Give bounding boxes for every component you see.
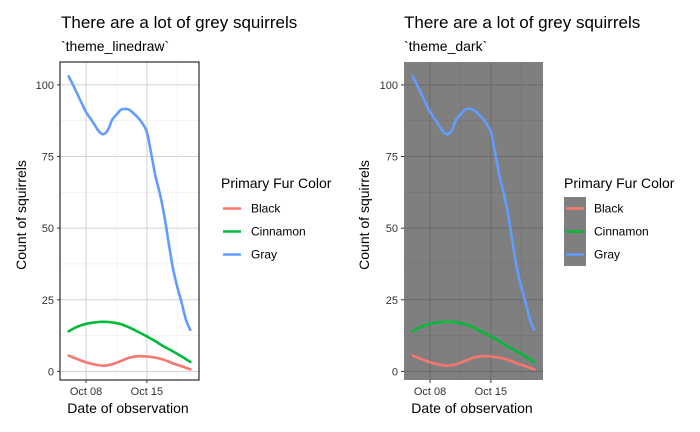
x-axis-title: Date of observation (411, 400, 532, 416)
x-axis-title: Date of observation (67, 400, 188, 416)
chart-panel-dark: There are a lot of grey squirrels `theme… (356, 13, 675, 416)
series-line-cinnamon (411, 320, 536, 364)
y-axis-title: Count of squirrels (13, 160, 29, 270)
legend-label-cinnamon: Cinnamon (251, 225, 306, 239)
chart-title: There are a lot of grey squirrels (61, 13, 297, 32)
legend-label-black: Black (594, 202, 624, 216)
series-line-black (67, 354, 192, 371)
series-line-black (411, 354, 536, 371)
y-tick-label: 100 (36, 80, 54, 92)
y-tick-label: 0 (392, 366, 398, 378)
chart-title: There are a lot of grey squirrels (404, 13, 640, 32)
x-tick-label: Oct 08 (70, 386, 102, 398)
series-line-gray (67, 75, 192, 332)
y-tick-label: 75 (386, 152, 398, 164)
y-tick-label: 75 (42, 152, 54, 164)
x-tick-label: Oct 15 (475, 386, 507, 398)
y-tick-label: 100 (380, 80, 398, 92)
chart-subtitle: `theme_dark` (404, 38, 487, 54)
legend: Black Cinnamon Gray (221, 197, 306, 266)
legend-title: Primary Fur Color (564, 175, 675, 191)
y-axis-title: Count of squirrels (356, 160, 372, 270)
panel-border (59, 61, 200, 381)
legend-label-black: Black (251, 202, 281, 216)
y-tick-label: 25 (386, 295, 398, 307)
legend-label-gray: Gray (251, 248, 277, 262)
legend: Black Cinnamon Gray (564, 197, 649, 266)
series-line-gray (411, 75, 536, 332)
y-tick-label: 50 (386, 223, 398, 235)
y-tick-label: 50 (42, 223, 54, 235)
plot-area: 0 25 50 75 100 Oct 08 Oct 15 (380, 62, 543, 398)
plot-area: 0 25 50 75 100 Oct 08 Oct 15 (36, 61, 200, 398)
x-tick-label: Oct 08 (414, 386, 446, 398)
y-tick-label: 0 (48, 366, 54, 378)
chart-subtitle: `theme_linedraw` (61, 38, 169, 54)
y-tick-label: 25 (42, 295, 54, 307)
series-line-cinnamon (67, 320, 192, 364)
legend-label-gray: Gray (594, 248, 620, 262)
chart-panel-linedraw: There are a lot of grey squirrels `theme… (13, 13, 332, 416)
legend-title: Primary Fur Color (221, 175, 332, 191)
legend-label-cinnamon: Cinnamon (594, 225, 649, 239)
x-tick-label: Oct 15 (131, 386, 163, 398)
